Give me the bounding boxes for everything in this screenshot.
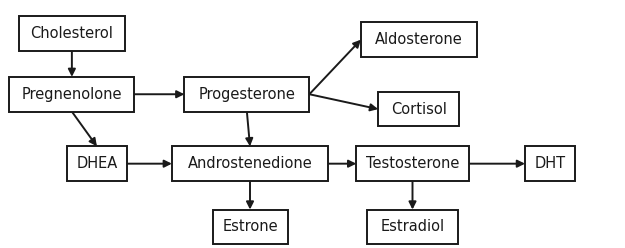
FancyBboxPatch shape	[172, 146, 328, 181]
FancyBboxPatch shape	[184, 77, 309, 112]
Text: Testosterone: Testosterone	[366, 156, 459, 171]
FancyBboxPatch shape	[68, 146, 127, 181]
FancyBboxPatch shape	[368, 210, 458, 244]
Text: Aldosterone: Aldosterone	[375, 32, 462, 47]
Text: Cholesterol: Cholesterol	[31, 26, 113, 41]
FancyBboxPatch shape	[361, 22, 477, 57]
FancyBboxPatch shape	[356, 146, 469, 181]
Text: Androstenedione: Androstenedione	[188, 156, 312, 171]
Text: Cortisol: Cortisol	[391, 102, 447, 117]
Text: Estradiol: Estradiol	[381, 219, 444, 234]
Text: DHEA: DHEA	[76, 156, 118, 171]
Text: Estrone: Estrone	[222, 219, 278, 234]
FancyBboxPatch shape	[19, 16, 125, 51]
FancyBboxPatch shape	[378, 92, 459, 126]
Text: Pregnenolone: Pregnenolone	[22, 87, 122, 102]
Text: Progesterone: Progesterone	[199, 87, 296, 102]
Text: DHT: DHT	[534, 156, 566, 171]
FancyBboxPatch shape	[9, 77, 134, 112]
FancyBboxPatch shape	[525, 146, 575, 181]
FancyBboxPatch shape	[213, 210, 288, 244]
